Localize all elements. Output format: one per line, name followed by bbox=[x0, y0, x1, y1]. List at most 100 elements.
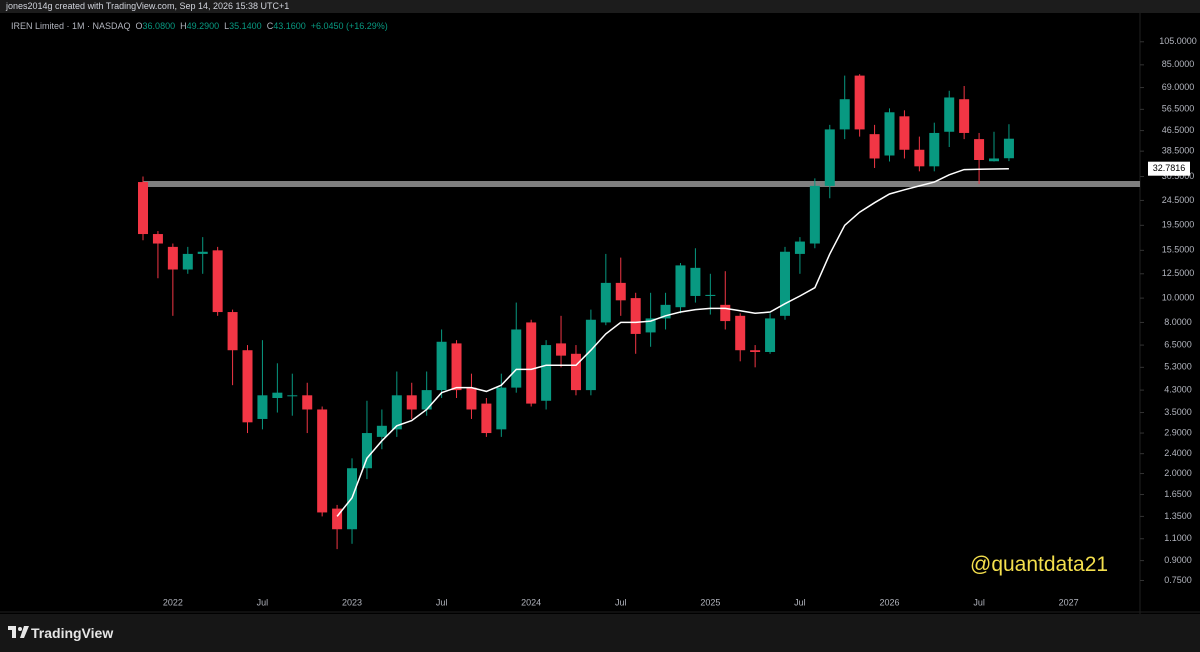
x-tick-label: Jul bbox=[973, 597, 985, 607]
candle-body bbox=[138, 182, 148, 235]
candle-body bbox=[765, 318, 776, 352]
legend-key: C bbox=[266, 21, 274, 31]
legend-value: 36.0800 bbox=[142, 21, 176, 31]
candle-body bbox=[436, 341, 447, 391]
y-tick-label: 6.5000 bbox=[1164, 339, 1192, 349]
candle-body bbox=[391, 395, 402, 430]
candle-body bbox=[272, 392, 283, 398]
y-tick-label: 85.0000 bbox=[1162, 59, 1195, 69]
candle-body bbox=[705, 294, 716, 296]
y-tick-label: 19.5000 bbox=[1162, 220, 1195, 230]
price-tag-label: 32.7816 bbox=[1153, 163, 1186, 173]
candle-body bbox=[167, 246, 178, 270]
candle-body bbox=[914, 149, 925, 167]
legend-key: H bbox=[180, 21, 187, 31]
y-tick-label: 0.7500 bbox=[1164, 575, 1192, 585]
y-tick-label: 2.4000 bbox=[1164, 448, 1192, 458]
y-tick-label: 1.1000 bbox=[1164, 533, 1192, 543]
candle-body bbox=[481, 403, 492, 434]
candle-body bbox=[989, 158, 1000, 162]
symbol: IREN Limited · 1M · NASDAQ bbox=[11, 21, 131, 31]
candle-body bbox=[615, 282, 626, 301]
y-tick-label: 8.0000 bbox=[1164, 317, 1192, 327]
candle-body bbox=[526, 322, 537, 404]
candle-body bbox=[451, 343, 462, 391]
candle-body bbox=[585, 319, 596, 391]
y-tick-label: 38.5000 bbox=[1162, 146, 1195, 156]
candle-body bbox=[750, 350, 761, 352]
y-tick-label: 3.5000 bbox=[1164, 407, 1192, 417]
candle-body bbox=[779, 251, 790, 316]
candle-body bbox=[1003, 138, 1014, 159]
candle-body bbox=[212, 250, 223, 313]
chart: 105.0000 85.0000 69.0000 56.5000 46.5000 38.5… bbox=[0, 13, 1200, 614]
candle-body bbox=[839, 99, 850, 130]
x-tick-label: 2024 bbox=[521, 597, 541, 607]
y-tick-label: 2.9000 bbox=[1164, 427, 1192, 437]
candle-body bbox=[645, 318, 656, 333]
candle-body bbox=[660, 304, 671, 319]
candle-body bbox=[152, 234, 163, 244]
legend-key: L bbox=[224, 21, 230, 31]
candle-body bbox=[466, 387, 477, 410]
y-tick-label: 4.3000 bbox=[1164, 384, 1192, 394]
candle-body bbox=[884, 112, 895, 156]
candle-body bbox=[541, 345, 552, 401]
candle-body bbox=[809, 185, 820, 244]
y-tick-label: 69.0000 bbox=[1162, 82, 1195, 92]
candle-body bbox=[869, 134, 880, 159]
candle-body bbox=[421, 390, 432, 410]
candle-body bbox=[496, 387, 507, 430]
candle-body bbox=[242, 350, 253, 423]
candle-body bbox=[824, 129, 835, 186]
y-tick-label: 46.5000 bbox=[1162, 125, 1195, 135]
candle-body bbox=[735, 315, 746, 351]
legend-key: O bbox=[135, 21, 143, 31]
y-tick-label: 2.0000 bbox=[1164, 468, 1192, 478]
y-tick-label: 105.0000 bbox=[1159, 36, 1197, 46]
x-tick-label: Jul bbox=[436, 597, 448, 607]
legend-value: 35.1400 bbox=[229, 21, 262, 31]
candle-body bbox=[332, 508, 343, 530]
candle-body bbox=[406, 395, 417, 410]
x-tick-label: 2023 bbox=[342, 597, 362, 607]
y-tick-label: 15.5000 bbox=[1162, 245, 1195, 255]
candle-body bbox=[302, 395, 313, 410]
x-tick-label: 2025 bbox=[700, 597, 720, 607]
legend-value: 43.1600 bbox=[273, 21, 306, 31]
x-tick-label: Jul bbox=[794, 597, 806, 607]
candle-body bbox=[929, 132, 940, 167]
brand: TradingView bbox=[31, 625, 114, 641]
candle-body bbox=[794, 241, 805, 254]
legend: IREN Limited · 1M · NASDAQ O36.0800 H49.29… bbox=[11, 21, 388, 31]
candle-body bbox=[361, 433, 372, 469]
legend-change: +6.0450 (+16.29%) bbox=[310, 21, 388, 31]
candle-body bbox=[376, 425, 387, 437]
candle-body bbox=[899, 116, 910, 150]
moving-average bbox=[336, 167, 1009, 517]
candle-body bbox=[690, 267, 701, 296]
x-tick-label: 2022 bbox=[163, 597, 183, 607]
watermark: @quantdata21 bbox=[970, 553, 1109, 576]
x-tick-label: 2027 bbox=[1059, 597, 1079, 607]
y-tick-label: 12.5000 bbox=[1162, 268, 1195, 278]
footer: TradingView bbox=[0, 614, 1200, 652]
candle-body bbox=[197, 251, 208, 254]
candle-body bbox=[257, 395, 268, 419]
candle-body bbox=[317, 409, 328, 513]
candle-body bbox=[511, 329, 522, 388]
candle-body bbox=[944, 97, 955, 132]
y-tick-label: 24.5000 bbox=[1162, 195, 1195, 205]
candle-body bbox=[854, 75, 865, 130]
y-tick-label: 1.6500 bbox=[1164, 489, 1192, 499]
candle-body bbox=[182, 253, 193, 270]
y-tick-label: 1.3500 bbox=[1164, 511, 1192, 521]
candle-body bbox=[227, 312, 238, 351]
candle-body bbox=[675, 265, 686, 308]
y-tick-label: 0.9000 bbox=[1164, 555, 1192, 565]
candle-body bbox=[974, 139, 985, 161]
candle-body bbox=[720, 304, 731, 322]
y-tick-label: 10.0000 bbox=[1162, 292, 1195, 302]
legend-value: 49.2900 bbox=[186, 21, 220, 31]
